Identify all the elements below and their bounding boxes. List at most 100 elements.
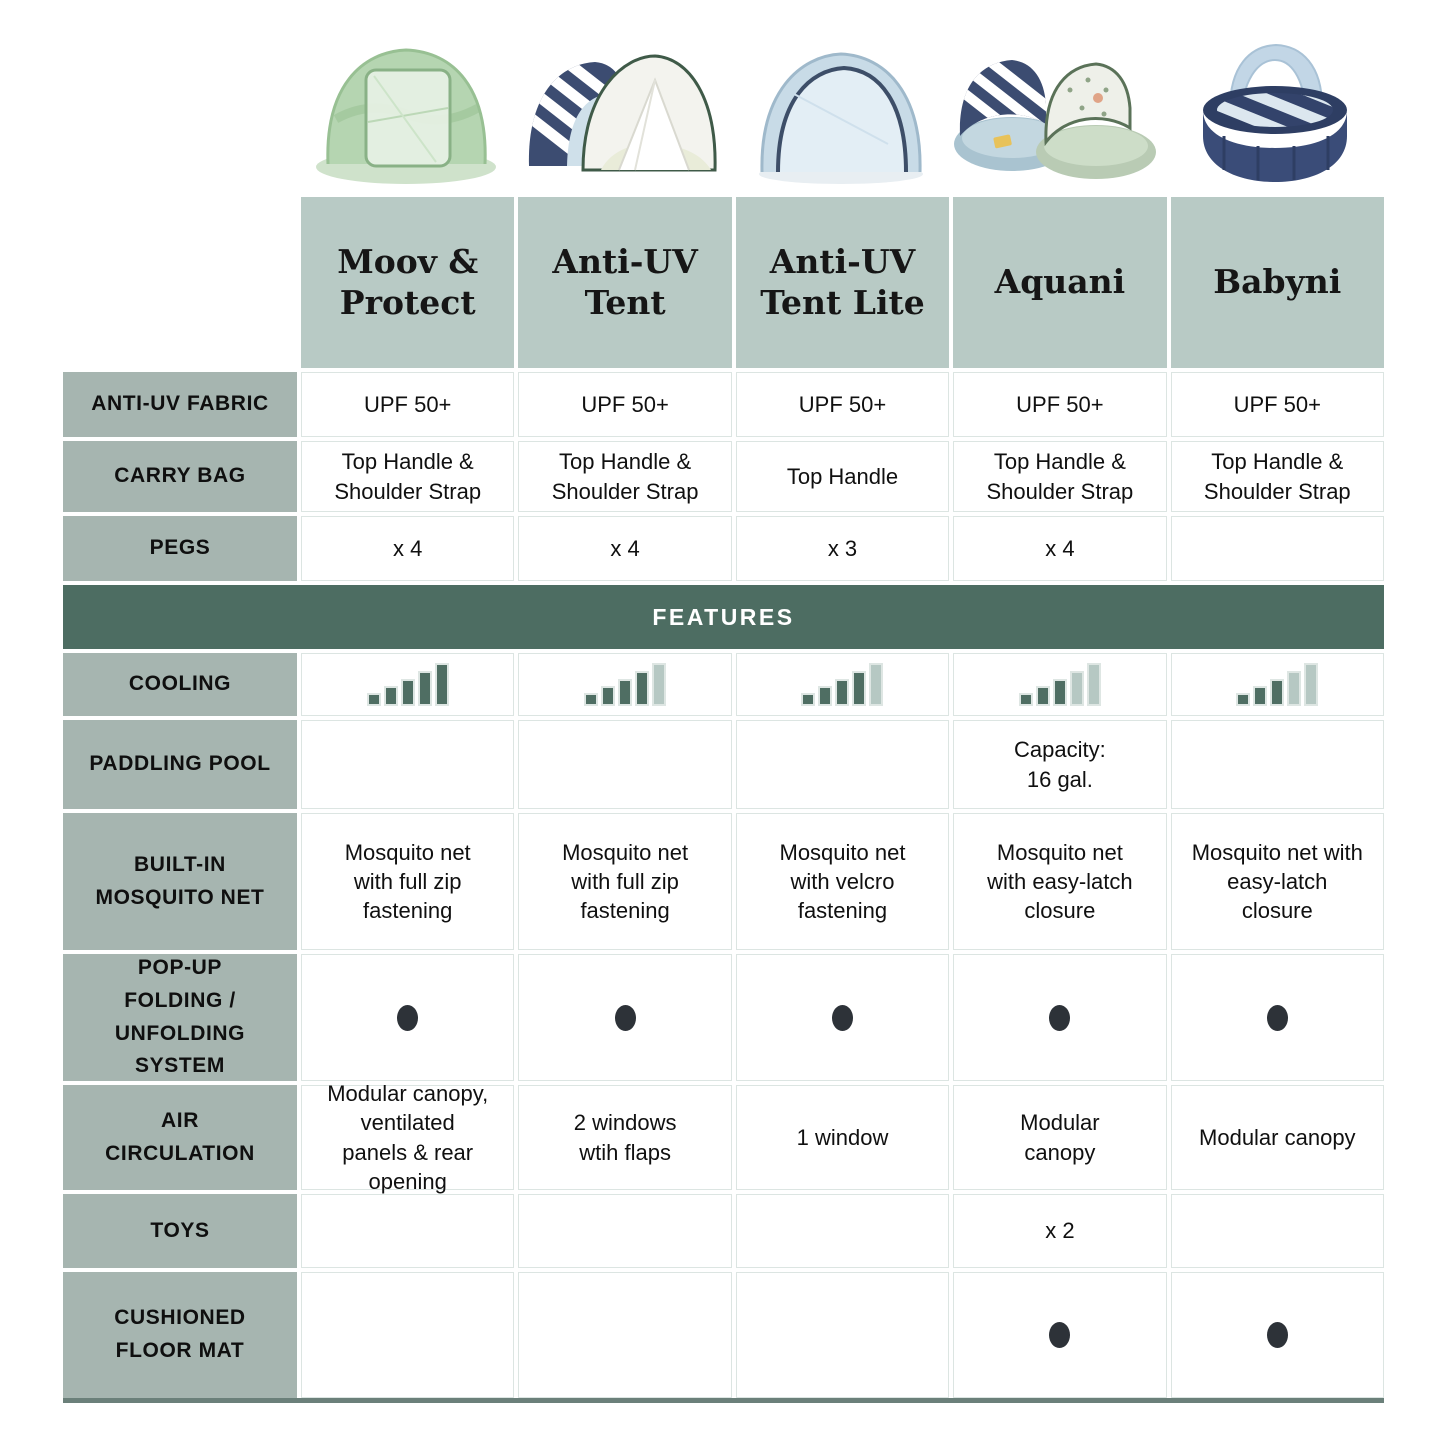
bar-filled bbox=[1018, 693, 1033, 706]
feature-dot-cell bbox=[1170, 1272, 1384, 1398]
bar-filled bbox=[818, 686, 833, 706]
bar-filled bbox=[852, 671, 867, 706]
included-dot-icon bbox=[1049, 1322, 1071, 1348]
cooling-bars-icon bbox=[1018, 663, 1101, 706]
feature-value bbox=[735, 720, 950, 809]
spec-value: UPF 50+ bbox=[953, 372, 1167, 437]
product-image-slot bbox=[297, 10, 514, 192]
cooling-rating-cell bbox=[735, 653, 950, 716]
bar-filled bbox=[366, 693, 381, 706]
bar-empty bbox=[652, 663, 667, 706]
spec-value: x 4 bbox=[301, 516, 515, 581]
spec-value: UPF 50+ bbox=[301, 372, 515, 437]
product-image-slot bbox=[949, 10, 1166, 192]
product-name-header-1: Moov & Protect bbox=[301, 197, 515, 368]
product-images-row bbox=[297, 10, 1384, 192]
bar-filled bbox=[618, 679, 633, 706]
feature-value: Mosquito net with full zip fastening bbox=[301, 813, 515, 950]
spec-value: UPF 50+ bbox=[1170, 372, 1384, 437]
feature-value: Mosquito net with easy-latch closure bbox=[953, 813, 1167, 950]
feature-value: x 2 bbox=[953, 1194, 1167, 1268]
cooling-bars-icon bbox=[366, 663, 449, 706]
feature-value bbox=[1170, 1194, 1384, 1268]
cooling-rating-cell bbox=[518, 653, 732, 716]
cooling-bars-icon bbox=[584, 663, 667, 706]
bar-filled bbox=[584, 693, 599, 706]
bar-empty bbox=[1304, 663, 1319, 706]
spec-value: Top Handle & Shoulder Strap bbox=[301, 441, 515, 512]
feature-dot-cell bbox=[518, 954, 732, 1081]
bar-filled bbox=[1270, 679, 1285, 706]
product-name-header-4: Aquani bbox=[953, 197, 1167, 368]
feature-value: Modular canopy bbox=[953, 1085, 1167, 1190]
feature-value: Mosquito net with full zip fastening bbox=[518, 813, 732, 950]
feature-value bbox=[518, 720, 732, 809]
anti-uv-tent-image bbox=[529, 54, 717, 172]
feature-value: Mosquito net with easy-latch closure bbox=[1170, 813, 1384, 950]
bar-filled bbox=[383, 686, 398, 706]
bar-empty bbox=[1086, 663, 1101, 706]
bar-filled bbox=[601, 686, 616, 706]
feature-value bbox=[301, 720, 515, 809]
feature-dot-cell bbox=[735, 954, 950, 1081]
feature-dot-cell bbox=[953, 1272, 1167, 1398]
spec-value: UPF 50+ bbox=[735, 372, 950, 437]
included-dot-icon bbox=[1049, 1004, 1071, 1031]
feature-value: 1 window bbox=[735, 1085, 950, 1190]
product-name-header-2: Anti-UV Tent bbox=[518, 197, 732, 368]
bar-empty bbox=[1069, 671, 1084, 706]
product-image-slot bbox=[1167, 10, 1384, 192]
cooling-rating-cell bbox=[953, 653, 1167, 716]
product-image-slot bbox=[732, 10, 949, 192]
feature-value: Capacity: 16 gal. bbox=[953, 720, 1167, 809]
bar-filled bbox=[801, 693, 816, 706]
row-label: PEGS bbox=[63, 516, 297, 581]
feature-dot-cell bbox=[1170, 954, 1384, 1081]
spec-value: Top Handle bbox=[735, 441, 950, 512]
feature-value bbox=[735, 1194, 950, 1268]
feature-dot-cell bbox=[518, 1272, 732, 1398]
feature-value: 2 windows wtih flaps bbox=[518, 1085, 732, 1190]
feature-dot-cell bbox=[301, 1272, 515, 1398]
row-label: BUILT-IN MOSQUITO NET bbox=[63, 813, 297, 950]
row-label: CARRY BAG bbox=[63, 441, 297, 512]
product-image-slot bbox=[514, 10, 731, 192]
row-label: TOYS bbox=[63, 1194, 297, 1268]
spec-value: x 4 bbox=[518, 516, 732, 581]
spec-value: x 3 bbox=[735, 516, 950, 581]
bar-filled bbox=[400, 679, 415, 706]
cooling-bars-icon bbox=[1236, 663, 1319, 706]
included-dot-icon bbox=[614, 1004, 636, 1031]
bar-filled bbox=[434, 663, 449, 706]
feature-dot-cell bbox=[735, 1272, 950, 1398]
bar-filled bbox=[1253, 686, 1268, 706]
included-dot-icon bbox=[831, 1004, 853, 1031]
anti-uv-tent-lite-image bbox=[758, 52, 923, 184]
moov-protect-tent-image bbox=[315, 48, 496, 184]
spec-value: Top Handle & Shoulder Strap bbox=[1170, 441, 1384, 512]
cooling-bars-icon bbox=[801, 663, 884, 706]
row-label: CUSHIONED FLOOR MAT bbox=[63, 1272, 297, 1398]
comparison-table: Moov & Protect Anti-UV Tent Anti-UV Tent L… bbox=[63, 197, 1384, 1398]
feature-value bbox=[301, 1194, 515, 1268]
bar-filled bbox=[1035, 686, 1050, 706]
table-bottom-border bbox=[63, 1398, 1384, 1403]
row-label: ANTI-UV FABRIC bbox=[63, 372, 297, 437]
included-dot-icon bbox=[1266, 1004, 1288, 1031]
bar-empty bbox=[869, 663, 884, 706]
bar-filled bbox=[1052, 679, 1067, 706]
aquani-pool-tent-image bbox=[953, 60, 1156, 179]
included-dot-icon bbox=[397, 1004, 419, 1031]
row-label: PADDLING POOL bbox=[63, 720, 297, 809]
feature-dot-cell bbox=[301, 954, 515, 1081]
feature-value: Modular canopy, ventilated panels & rear… bbox=[301, 1081, 515, 1194]
bar-filled bbox=[835, 679, 850, 706]
feature-value: Mosquito net with velcro fastening bbox=[735, 813, 950, 950]
feature-value: Modular canopy bbox=[1170, 1085, 1384, 1190]
spec-value: UPF 50+ bbox=[518, 372, 732, 437]
spec-value bbox=[1170, 516, 1384, 581]
included-dot-icon bbox=[1266, 1322, 1288, 1348]
bar-filled bbox=[417, 671, 432, 706]
spec-value: Top Handle & Shoulder Strap bbox=[953, 441, 1167, 512]
row-label: POP-UP FOLDING / UNFOLDING SYSTEM bbox=[63, 954, 297, 1081]
